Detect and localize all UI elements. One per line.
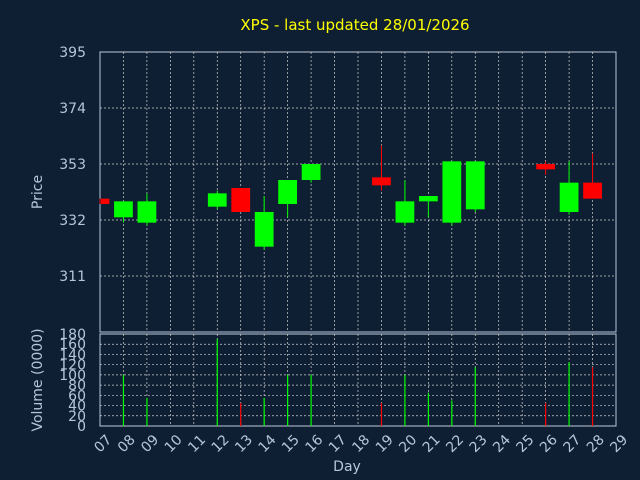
volume-tick-label: 20 <box>68 409 86 425</box>
candle-body <box>536 164 556 170</box>
x-tick-label: 13 <box>232 432 256 456</box>
x-axis-label: Day <box>333 459 361 475</box>
x-tick-label: 17 <box>326 432 350 456</box>
price-y-ticks: 395 374 353 332 311 <box>59 45 86 285</box>
volume-tick-label: 120 <box>59 358 86 374</box>
x-tick-label: 07 <box>91 432 115 456</box>
price-tick-label: 353 <box>59 157 86 173</box>
x-tick-label: 15 <box>279 432 303 456</box>
chart-title: XPS - last updated 28/01/2026 <box>240 16 469 34</box>
x-tick-label: 19 <box>373 432 397 456</box>
x-tick-label: 21 <box>420 432 444 456</box>
volume-tick-label: 60 <box>68 388 86 404</box>
x-tick-label: 23 <box>467 432 491 456</box>
x-tick-label: 18 <box>349 432 373 456</box>
volume-tick-label: 180 <box>59 327 86 343</box>
candle-body <box>372 177 391 186</box>
candle-body <box>559 182 579 212</box>
x-tick-label: 24 <box>490 432 514 456</box>
x-tick-label: 28 <box>584 432 608 456</box>
candle-body <box>114 201 133 218</box>
x-tick-label: 11 <box>185 432 209 456</box>
candle-body <box>278 180 298 204</box>
volume-tick-label: 0 <box>77 419 86 435</box>
candle-body <box>301 164 321 180</box>
volume-tick-label: 40 <box>68 399 86 415</box>
x-tick-label: 09 <box>138 432 162 456</box>
x-tick-label: 14 <box>256 432 280 456</box>
price-tick-label: 374 <box>59 101 86 117</box>
candle-body <box>583 182 602 199</box>
candle-body <box>442 161 462 223</box>
x-tick-label: 10 <box>162 432 186 456</box>
volume-tick-label: 160 <box>59 337 86 353</box>
candle-body <box>101 198 110 204</box>
volume-bars <box>122 339 594 426</box>
x-tick-label: 20 <box>396 432 420 456</box>
x-tick-label: 16 <box>302 432 326 456</box>
x-axis-ticks: 07 08 09 10 11 12 13 14 15 16 17 18 19 20 21 22 23 24 25 26… <box>91 432 631 456</box>
candlesticks <box>99 145 602 250</box>
price-axis-label: Price <box>30 175 46 209</box>
candle-body <box>254 212 274 247</box>
x-tick-label: 26 <box>537 432 561 456</box>
x-tick-label: 27 <box>560 432 584 456</box>
candle-body <box>231 188 251 212</box>
candle-body <box>418 196 438 202</box>
candle-body <box>137 201 157 223</box>
price-tick-label: 395 <box>59 45 86 61</box>
x-tick-label: 12 <box>209 432 233 456</box>
candle-body <box>207 193 227 207</box>
volume-tick-label: 80 <box>68 378 86 394</box>
candle-body <box>465 161 485 210</box>
x-tick-label: 08 <box>115 432 139 456</box>
volume-grid <box>100 333 616 427</box>
price-tick-label: 332 <box>59 213 86 229</box>
volume-tick-label: 100 <box>59 368 86 384</box>
candle-body <box>395 201 415 223</box>
x-tick-label: 29 <box>607 432 631 456</box>
x-tick-label: 25 <box>514 432 538 456</box>
volume-axis-label: Volume (0000) <box>30 328 46 431</box>
price-tick-label: 311 <box>59 269 86 285</box>
price-grid <box>100 51 616 332</box>
x-tick-label: 22 <box>443 432 467 456</box>
volume-tick-label: 140 <box>59 347 86 363</box>
